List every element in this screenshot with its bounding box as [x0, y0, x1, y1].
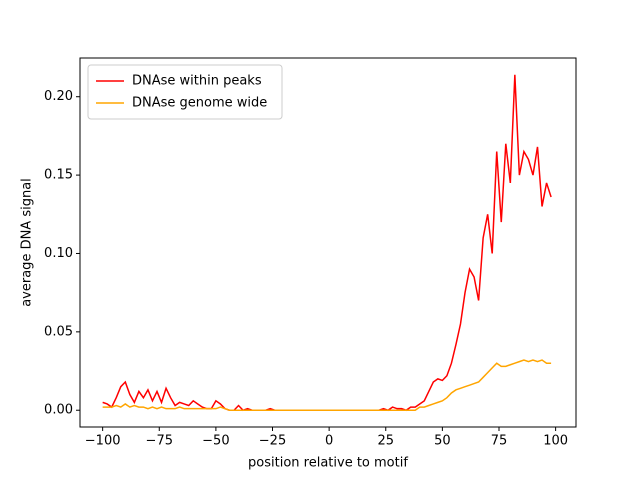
x-tick-label: 0 [325, 434, 333, 449]
y-tick-label: 0.00 [44, 403, 73, 418]
legend-label: DNAse within peaks [132, 74, 262, 89]
x-tick-label: −100 [85, 434, 121, 449]
legend-box [87, 64, 283, 120]
line [102, 359, 552, 411]
x-tick-label: −25 [259, 434, 286, 449]
x-tick-label: 50 [434, 434, 451, 449]
x-tick-label: −75 [146, 434, 173, 449]
y-tick-label: 0.05 [44, 324, 73, 339]
y-tick-label: 0.20 [44, 89, 73, 104]
x-tick-label: 75 [491, 434, 508, 449]
plot-frame [79, 57, 577, 428]
y-tick-label: 0.15 [44, 168, 73, 183]
y-tick-label: 0.10 [44, 246, 73, 261]
x-axis-label: position relative to motif [248, 456, 408, 471]
x-tick-label: 100 [543, 434, 568, 449]
x-tick-label: 25 [377, 434, 394, 449]
legend-label: DNAse genome wide [132, 96, 267, 111]
x-tick-label: −50 [202, 434, 229, 449]
y-axis-label: average DNA signal [20, 178, 35, 307]
